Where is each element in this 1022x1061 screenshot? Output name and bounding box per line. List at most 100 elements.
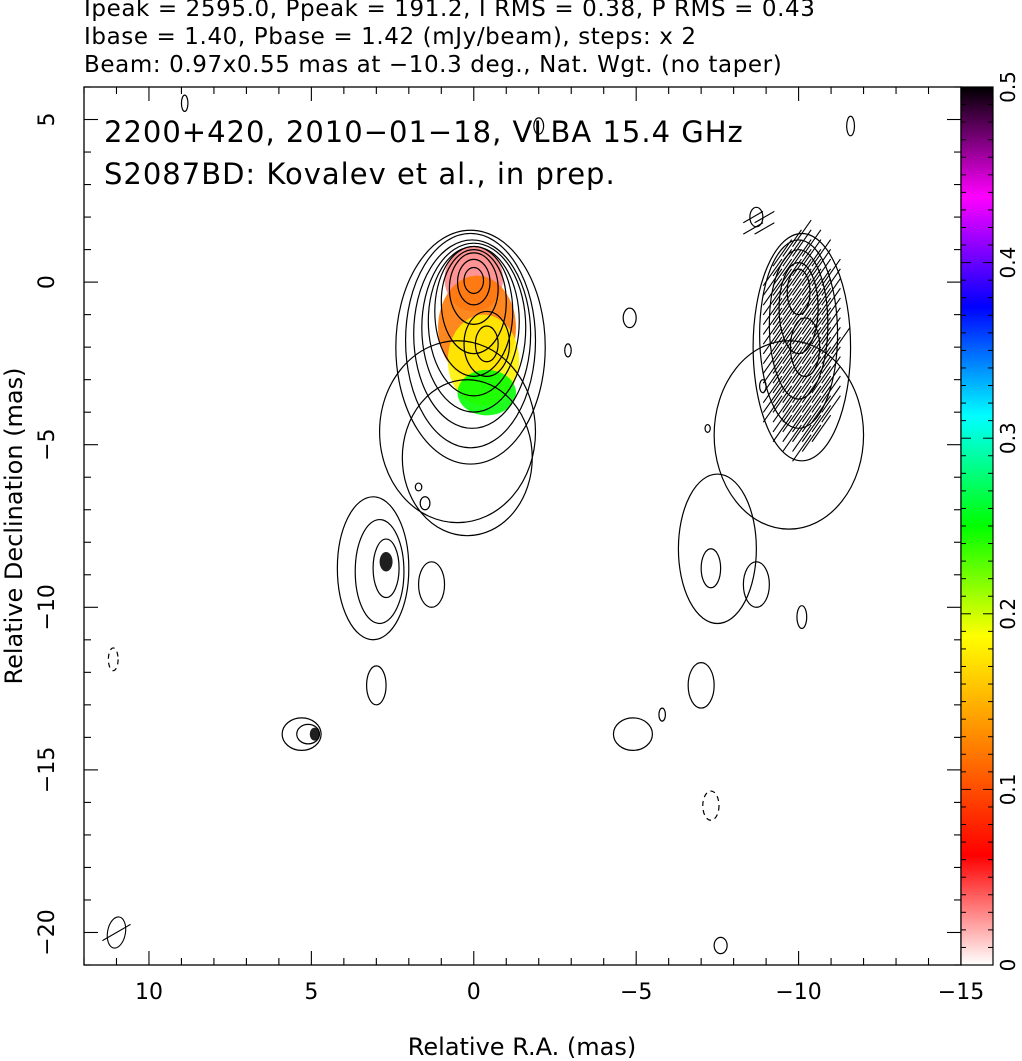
intensity-contour: [296, 723, 321, 745]
x-tick-label: −10: [775, 980, 821, 1005]
evpa-vector: [801, 356, 822, 384]
evpa-vector: [762, 307, 783, 335]
intensity-contour: [378, 340, 537, 524]
evpa-vector: [821, 297, 841, 325]
evpa-vector: [772, 356, 793, 384]
evpa-vector: [792, 258, 812, 286]
evpa-vector: [801, 414, 822, 443]
evpa-vector: [821, 317, 841, 345]
evpa-vector: [762, 356, 783, 384]
evpa-vector: [811, 239, 832, 267]
evpa-vector: [792, 414, 812, 443]
evpa-vector: [754, 210, 775, 224]
evpa-vector: [801, 424, 822, 452]
evpa-vector: [792, 356, 812, 384]
evpa-vector: [782, 375, 802, 404]
evpa-vector: [762, 375, 783, 404]
evpa-vector: [821, 385, 841, 413]
evpa-vector: [742, 210, 764, 224]
evpa-vector: [772, 239, 793, 267]
evpa-vector: [772, 297, 793, 325]
evpa-vector: [782, 414, 802, 443]
evpa-vector: [772, 278, 793, 306]
evpa-vector: [811, 317, 832, 345]
evpa-vector: [762, 268, 783, 296]
evpa-vector: [782, 424, 802, 452]
intensity-contour: [372, 538, 400, 599]
x-tick-label: −15: [938, 980, 984, 1005]
evpa-vector: [811, 268, 832, 296]
evpa-vector: [754, 222, 775, 235]
evpa-vector: [772, 405, 793, 433]
evpa-vector: [772, 268, 793, 296]
evpa-vector: [782, 366, 802, 394]
intensity-contour: [658, 707, 667, 722]
evpa-vector: [811, 385, 832, 413]
evpa-vector: [792, 297, 812, 325]
evpa-vector: [792, 268, 812, 296]
intensity-contour: [846, 115, 856, 137]
evpa-vector: [762, 336, 783, 365]
evpa-vector: [792, 336, 812, 365]
intensity-contour: [687, 662, 715, 709]
evpa-vector: [782, 258, 802, 286]
y-axis-label: Relative Declination (mas): [0, 367, 28, 684]
evpa-vector: [762, 395, 783, 423]
annotation-line-1: 2200+420, 2010−01−18, VLBA 15.4 GHz: [104, 115, 744, 149]
intensity-contour: [404, 232, 537, 449]
x-tick-label: 5: [304, 980, 318, 1005]
evpa-vector: [792, 366, 812, 394]
colorbar-tick-label: 0.5: [996, 71, 1020, 103]
evpa-vector: [792, 239, 812, 267]
evpa-vector: [811, 375, 832, 404]
evpa-vector: [821, 268, 841, 296]
evpa-vector: [801, 346, 822, 374]
evpa-vector: [792, 288, 812, 316]
evpa-vector: [782, 327, 802, 355]
evpa-vector: [792, 405, 812, 433]
evpa-vector: [772, 385, 793, 413]
evpa-vector: [801, 366, 822, 394]
evpa-vector: [792, 317, 812, 345]
evpa-vector: [772, 375, 793, 404]
colorbar-tick-label: 0.2: [996, 598, 1020, 630]
evpa-vector: [801, 268, 822, 296]
evpa-vector: [801, 385, 822, 413]
intensity-contour: [474, 325, 499, 363]
evpa-vector: [792, 327, 812, 355]
intensity-contour: [713, 936, 728, 955]
intensity-contour: [281, 717, 322, 751]
evpa-vector: [762, 385, 783, 413]
colorbar-tick-label: 0.3: [996, 422, 1020, 454]
y-tick-label: 5: [35, 113, 60, 127]
intensity-contour: [704, 423, 711, 433]
evpa-vector: [821, 327, 841, 355]
evpa-vector: [792, 434, 812, 462]
intensity-contour: [612, 717, 654, 751]
evpa-vector: [792, 385, 812, 413]
evpa-vector: [821, 307, 841, 335]
intensity-contour: [365, 665, 387, 706]
evpa-vector: [801, 327, 822, 355]
evpa-vector: [811, 346, 832, 374]
evpa-vector: [772, 346, 793, 374]
evpa-vector: [762, 258, 783, 286]
x-axis-label: Relative R.A. (mas): [408, 1033, 636, 1061]
x-tick-label: 0: [467, 980, 481, 1005]
evpa-vector: [772, 307, 793, 335]
evpa-vector: [811, 366, 832, 394]
axes: 10 5 0 −5 −10 −15 5 0 −5 −10 −15 −20: [35, 86, 984, 1005]
intensity-contour: [354, 518, 405, 625]
intensity-contour: [713, 340, 865, 530]
x-tick-label: 10: [135, 980, 163, 1005]
evpa-vector: [821, 278, 841, 306]
intensity-contour: [421, 242, 527, 413]
evpa-vector: [772, 317, 793, 345]
evpa-vector: [811, 297, 832, 325]
x-tick-label: −5: [620, 980, 652, 1005]
evpa-vector: [801, 248, 822, 277]
intensity-contour: [414, 482, 423, 492]
evpa-vector: [782, 405, 802, 433]
evpa-vector: [792, 248, 812, 277]
evpa-vector: [762, 317, 783, 345]
